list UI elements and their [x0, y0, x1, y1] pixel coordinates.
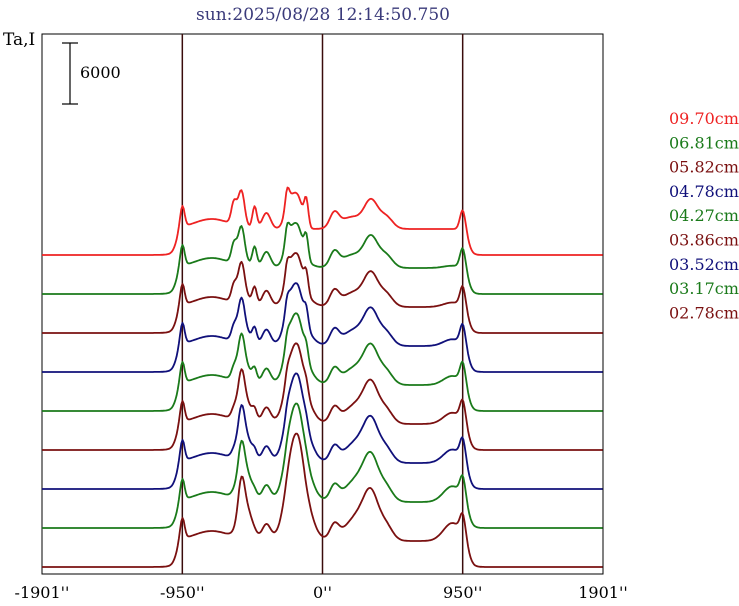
legend-entry: 09.70cm — [669, 109, 739, 128]
trace-04.78cm — [42, 282, 603, 373]
trace-02.78cm — [42, 432, 603, 568]
scale-bar-label: 6000 — [80, 63, 121, 82]
trace-03.86cm — [42, 342, 603, 451]
x-tick-label: 1901'' — [578, 583, 628, 602]
trace-09.70cm — [42, 186, 603, 256]
x-tick-label: -1901'' — [15, 583, 70, 602]
legend-entry: 05.82cm — [669, 158, 739, 177]
legend-entry: 03.17cm — [669, 279, 739, 298]
legend-entry: 03.52cm — [669, 255, 739, 274]
trace-04.27cm — [42, 312, 603, 412]
legend-entry: 06.81cm — [669, 133, 739, 152]
legend-entry: 04.27cm — [669, 206, 739, 225]
trace-05.82cm — [42, 252, 603, 334]
reference-lines — [181, 34, 464, 574]
legend: 09.70cm 06.81cm 05.82cm 04.78cm 04.27cm 03.86… — [669, 109, 739, 322]
spectra-traces — [42, 186, 603, 568]
trace-06.81cm — [42, 221, 603, 295]
x-tick-labels: -1901'' -950'' 0'' 950'' 1901'' — [15, 583, 628, 602]
legend-entry: 04.78cm — [669, 182, 739, 201]
x-tick-label: 950'' — [443, 583, 482, 602]
scale-bar: 6000 — [62, 42, 121, 105]
trace-03.17cm — [42, 402, 603, 529]
trace-03.52cm — [42, 372, 603, 490]
legend-entry: 03.86cm — [669, 231, 739, 250]
x-tick-label: -950'' — [160, 583, 205, 602]
x-tick-label: 0'' — [313, 583, 332, 602]
chart-title: sun:2025/08/28 12:14:50.750 — [196, 5, 450, 25]
y-axis-label: Ta,I — [3, 30, 35, 50]
legend-entry: 02.78cm — [669, 303, 739, 322]
